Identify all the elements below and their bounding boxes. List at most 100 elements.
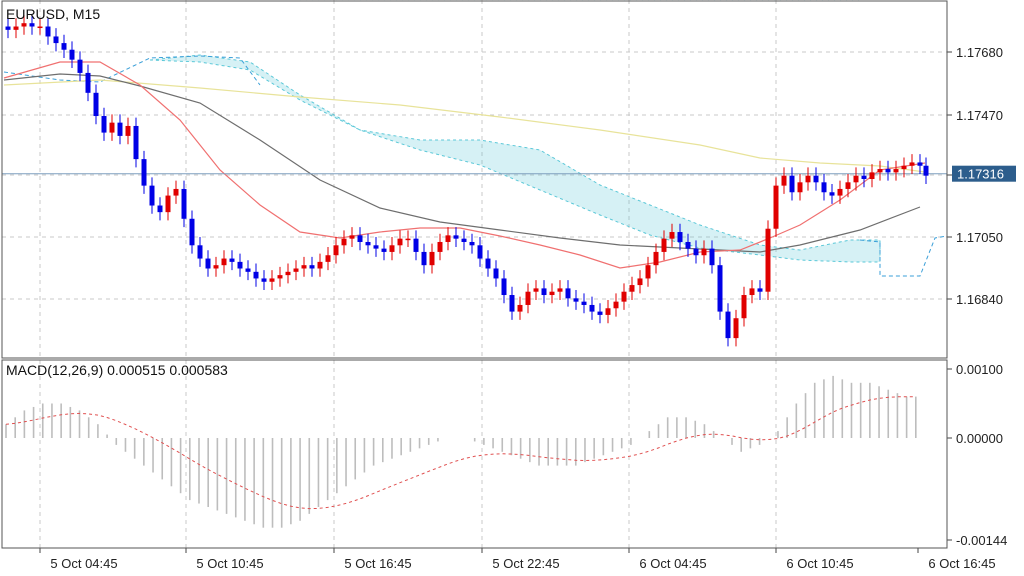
candle-body [157,205,163,213]
candle-body [445,235,451,242]
candle-body [301,265,307,269]
candle-body [69,49,75,60]
candle-body [533,288,539,292]
candle-body [581,301,587,305]
candle-body [765,228,771,292]
macd-panel-border [1,359,948,549]
candle-body [197,245,203,259]
candle-body [685,241,691,249]
candle-body [829,192,835,196]
candle-body [805,175,811,183]
candle-body [789,175,795,193]
candle-body [693,248,699,256]
candle-body [917,162,923,166]
symbol-title: EURUSD, M15 [6,6,100,22]
candle-body [389,245,395,252]
candle-body [901,165,907,170]
candle-body [77,59,83,73]
candle-body [181,188,187,219]
candle-body [541,288,547,296]
candle-body [525,291,531,305]
candle-body [93,92,99,117]
candle-body [109,122,115,133]
candle-body [333,245,339,256]
candle-body [923,165,929,176]
candle-body [317,261,323,269]
candle-body [845,182,851,189]
price-tick-label: 1.17050 [956,230,1003,245]
sma-fast-line [3,61,926,269]
candle-body [357,235,363,242]
candle-body [253,271,259,279]
grid-lines [2,0,947,548]
macd-panel [5,375,917,528]
candle-body [621,291,627,302]
candle-body [213,265,219,269]
candle-body [5,26,11,30]
candle-body [373,245,379,249]
macd-signal-line [5,396,916,510]
candle-body [277,275,283,279]
candle-body [861,175,867,179]
candle-body [285,271,291,276]
candle-body [477,245,483,259]
candle-body [781,175,787,186]
candle-body [813,175,819,183]
time-tick-label: 6 Oct 16:45 [928,556,995,571]
ichimoku-cloud [3,54,948,277]
candle-body [725,311,731,339]
candle-body [349,235,355,239]
candle-body [229,258,235,262]
candle-body [245,268,251,272]
candle-body [709,248,715,266]
candle-body [749,288,755,296]
time-tick-label: 5 Oct 04:45 [50,556,117,571]
candle-body [821,182,827,193]
candle-body [189,218,195,246]
current-price-tag-bg [952,165,1016,182]
candle-body [629,285,635,292]
macd-label: MACD(12,26,9) 0.000515 0.000583 [6,362,228,378]
candle-body [613,301,619,309]
candle-body [133,125,139,160]
candle-body [421,251,427,266]
candle-body [501,278,507,296]
candle-body [453,235,459,239]
sma-slow-line [3,79,926,173]
candle-body [837,188,843,196]
candle-body [853,175,859,183]
candle-body [549,291,555,296]
candle-body [637,278,643,286]
candle-body [461,238,467,242]
candle-body [165,195,171,213]
candle-body [677,232,683,242]
candle-body [557,288,563,292]
candle-body [885,169,891,173]
time-tick-label: 5 Oct 16:45 [344,556,411,571]
time-tick-label: 6 Oct 10:45 [786,556,853,571]
candle-body [29,23,35,27]
candle-body [141,159,147,186]
candle-body [893,169,899,173]
candle-body [237,261,243,269]
candle-body [21,23,27,27]
time-tick-label: 6 Oct 04:45 [639,556,706,571]
candle-body [493,268,499,279]
candle-body [117,122,123,136]
ichimoku-cloud-area [149,54,881,263]
current-price-tag: 1.17316 [952,165,1016,182]
candle-body [509,295,515,312]
macd-tick-label: 0.00100 [956,362,1003,377]
time-tick-label: 5 Oct 10:45 [196,556,263,571]
candle-body [381,248,387,252]
candle-body [909,162,915,166]
candle-body [485,258,491,269]
candle-body [589,304,595,312]
candle-body [325,255,331,262]
candle-body [717,265,723,312]
candle-body [45,26,51,37]
candle-body [397,238,403,246]
candle-body [261,278,267,282]
